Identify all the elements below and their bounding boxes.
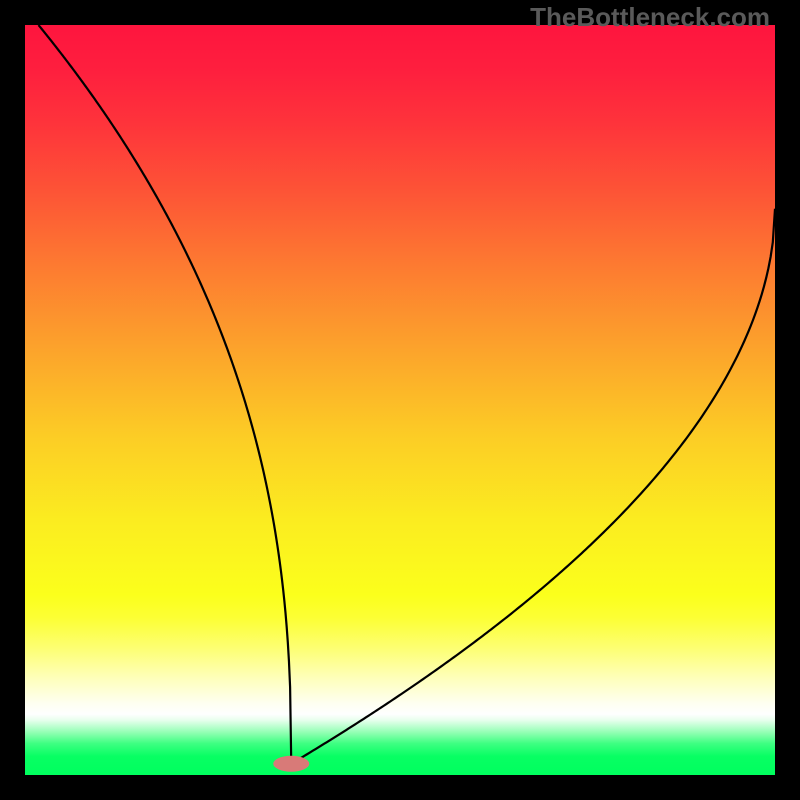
gradient-background — [25, 25, 775, 775]
chart-svg — [25, 25, 775, 775]
chart-container: TheBottleneck.com — [0, 0, 800, 800]
plot-area — [25, 25, 775, 775]
vertex-marker — [273, 756, 309, 772]
watermark-text: TheBottleneck.com — [530, 2, 770, 33]
